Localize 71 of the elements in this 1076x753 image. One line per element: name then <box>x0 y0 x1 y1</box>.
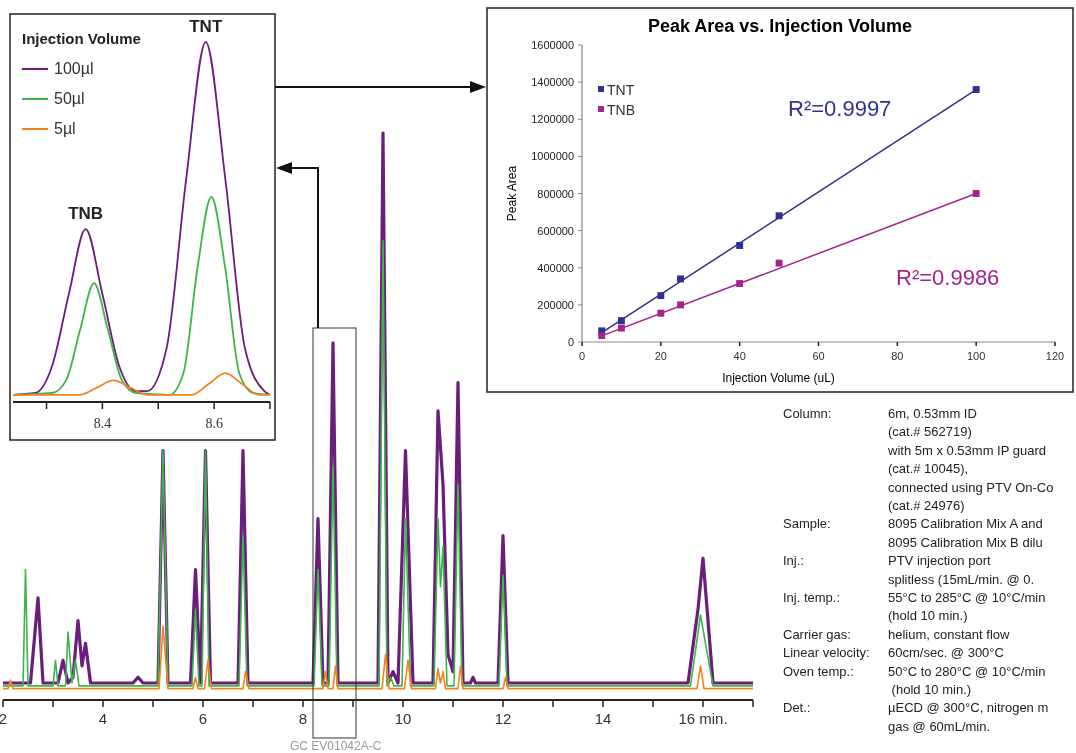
text: Carrier gas: helium, constant flow <box>783 626 1010 642</box>
x-tick-label: 12 <box>494 710 512 727</box>
text: GC EV01042A-C <box>290 739 382 753</box>
text: (hold 10 min.) <box>888 682 972 697</box>
x-tick-label: 8 <box>298 710 308 727</box>
x-tick-label: 8.4 <box>93 416 112 431</box>
x-tick-label: 80 <box>891 350 904 362</box>
x-tick-label: 60 <box>812 350 825 362</box>
y-tick-label: 800000 <box>537 187 574 200</box>
x-tick-label: 2 <box>0 710 8 727</box>
x-tick-label: 14 <box>594 710 612 727</box>
text: connected using PTV On-Co <box>888 479 1054 495</box>
text: splitless (15mL/min. @ 0. <box>888 571 1035 587</box>
y-tick-label: 400000 <box>537 261 574 274</box>
y-tick-label: 200000 <box>537 298 574 311</box>
y-tick-label: 1400000 <box>531 76 574 89</box>
legend-label: TNB <box>607 102 635 118</box>
y-tick-label: 1600000 <box>531 39 574 51</box>
point <box>598 332 606 339</box>
annotation: TNB <box>68 204 104 224</box>
point <box>736 242 744 249</box>
point <box>972 190 980 197</box>
text: (cat.# 562719) <box>888 424 972 440</box>
point <box>736 280 744 287</box>
point <box>657 292 665 300</box>
text: 8095 Calibration Mix B dilu <box>888 534 1043 550</box>
text: Inj.: PTV injection port <box>783 553 991 569</box>
chart-title: Peak Area vs. Injection Volume <box>647 16 913 36</box>
text: Sample: 8095 Calibration Mix A and <box>783 516 1043 532</box>
text: Inj. temp.: 55°C to 285°C @ 10°C/min <box>783 590 1046 605</box>
point <box>775 259 783 267</box>
text: Oven temp.: 50°C to 280°C @ 10°C/min <box>783 663 1046 679</box>
text: gas @ 60mL/min. <box>888 718 991 734</box>
y-tick-label: 600000 <box>537 224 574 237</box>
text: Linear velocity: 60cm/sec. @ 300°C <box>783 645 1004 661</box>
point <box>657 309 665 317</box>
point <box>775 212 783 220</box>
text: Det.: µECD @ 300°C, nitrogen m <box>783 700 1049 716</box>
x-tick-label: 0 <box>578 350 586 362</box>
legend-label: 50µl <box>54 90 85 107</box>
legend-label: 5µl <box>54 120 76 137</box>
y-tick-label: 1200000 <box>531 113 574 126</box>
x-tick-label: 40 <box>733 350 746 362</box>
annotation: R²=0.9986 <box>896 265 1000 290</box>
x-tick-label: 20 <box>654 350 667 362</box>
x-tick-label: 16 min. <box>678 710 728 727</box>
point <box>972 86 980 94</box>
x-tick-label: 8.6 <box>205 416 223 431</box>
point <box>677 301 685 309</box>
x-tick-label: 6 <box>198 710 208 727</box>
text: (cat.# 24976) <box>888 498 965 513</box>
x-tick-label: 100 <box>966 350 986 362</box>
point <box>677 275 685 283</box>
y-tick-label: 0 <box>567 336 574 348</box>
x-tick-label: 4 <box>98 710 108 727</box>
text: (cat.# 10045), <box>888 461 969 477</box>
x-tick-label: 120 <box>1045 350 1065 362</box>
legend-title: Injection Volume <box>22 30 141 47</box>
text: Column: 6m, 0.53mm ID <box>783 406 977 421</box>
annotation: R²=0.9997 <box>788 96 892 121</box>
annotation: TNT <box>189 17 223 36</box>
legend-label: TNT <box>607 82 635 98</box>
x-axis-title: Injection Volume (uL) <box>722 371 835 385</box>
y-axis-title: Peak Area <box>505 165 519 222</box>
legend-label: 100µl <box>54 60 94 77</box>
x-tick-label: 10 <box>394 710 412 727</box>
text: with 5m x 0.53mm IP guard <box>887 442 1046 458</box>
point <box>617 317 625 325</box>
text: (hold 10 min.) <box>888 608 968 624</box>
y-tick-label: 1000000 <box>531 150 574 163</box>
point <box>617 324 625 332</box>
